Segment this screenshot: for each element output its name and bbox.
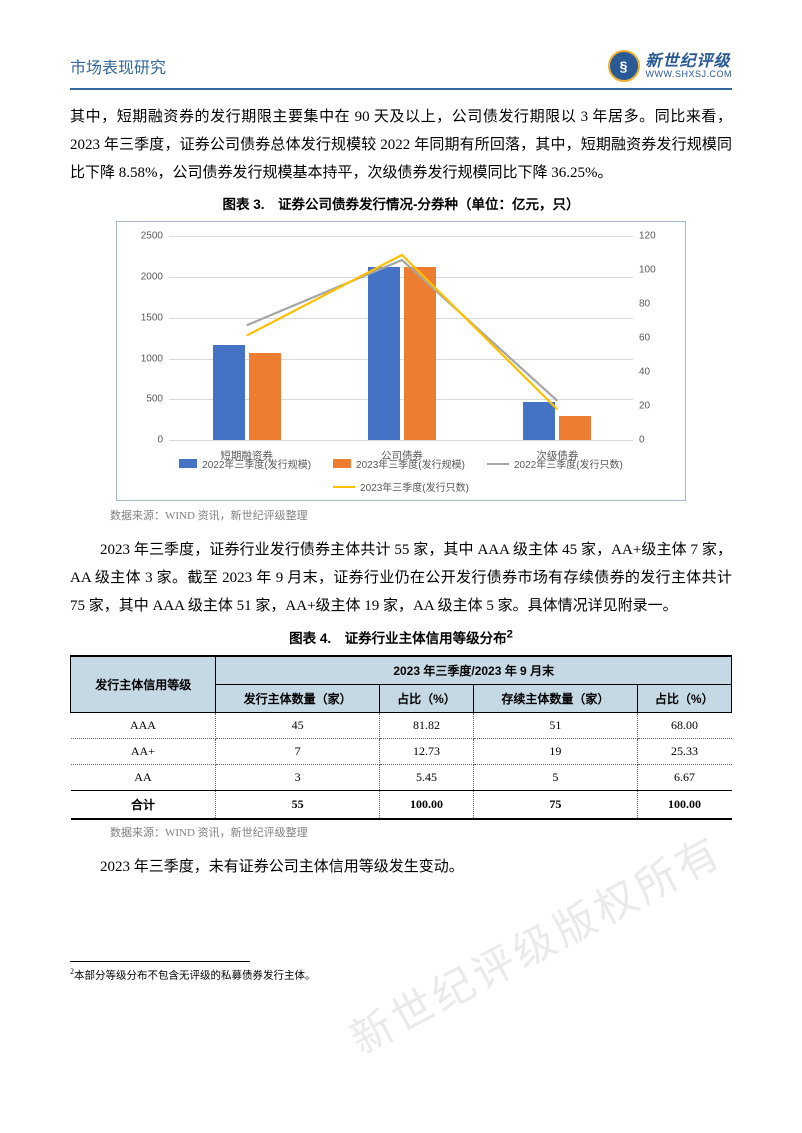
brand-logo: § 新世纪评级 WWW.SHXSJ.COM — [608, 50, 733, 82]
y-left-tick: 1500 — [129, 312, 163, 323]
y-right-tick: 20 — [639, 401, 669, 412]
legend-item: 2022年三季度(发行只数) — [487, 456, 623, 471]
y-right-tick: 0 — [639, 435, 669, 446]
y-left-tick: 2500 — [129, 231, 163, 242]
logo-url: WWW.SHXSJ.COM — [646, 70, 733, 79]
col-header: 存续主体数量（家） — [474, 684, 637, 712]
col-rating: 发行主体信用等级 — [71, 656, 216, 713]
legend-item: 2022年三季度(发行规模) — [179, 456, 311, 471]
chart3: 05001000150020002500020406080100120短期融资券… — [116, 221, 686, 501]
table4-source: 数据来源：WIND 资讯，新世纪评级整理 — [110, 824, 732, 840]
logo-icon: § — [608, 50, 640, 82]
y-right-tick: 40 — [639, 367, 669, 378]
y-right-tick: 120 — [639, 231, 669, 242]
table-row: AAA4581.825168.00 — [71, 712, 732, 738]
table-row: AA35.4556.67 — [71, 764, 732, 790]
y-left-tick: 2000 — [129, 272, 163, 283]
logo-cn: 新世纪评级 — [646, 54, 733, 70]
paragraph-1: 其中，短期融资券的发行期限主要集中在 90 天及以上，公司债发行期限以 3 年居… — [70, 104, 732, 187]
table4: 发行主体信用等级2023 年三季度/2023 年 9 月末发行主体数量（家）占比… — [70, 655, 732, 820]
table4-table: 发行主体信用等级2023 年三季度/2023 年 9 月末发行主体数量（家）占比… — [70, 655, 732, 820]
col-header: 发行主体数量（家） — [216, 684, 379, 712]
y-left-tick: 0 — [129, 435, 163, 446]
table4-title-sup: 2 — [507, 628, 513, 640]
footnote: 2本部分等级分布不包含无评级的私募债券发行主体。 — [70, 966, 732, 984]
paragraph-3: 2023 年三季度，未有证券公司主体信用等级发生变动。 — [70, 854, 732, 882]
y-right-tick: 100 — [639, 265, 669, 276]
footnote-separator — [70, 961, 250, 962]
page-header: 市场表现研究 § 新世纪评级 WWW.SHXSJ.COM — [70, 50, 732, 90]
table-row: AA+712.731925.33 — [71, 738, 732, 764]
chart3-legend: 2022年三季度(发行规模) 2023年三季度(发行规模) 2022年三季度(发行只… — [117, 456, 685, 494]
header-title: 市场表现研究 — [70, 54, 166, 78]
col-group: 2023 年三季度/2023 年 9 月末 — [216, 656, 732, 685]
table4-title: 图表 4. 证券行业主体信用等级分布2 — [70, 627, 732, 647]
chart3-source: 数据来源：WIND 资讯，新世纪评级整理 — [110, 507, 732, 523]
legend-item: 2023年三季度(发行规模) — [333, 456, 465, 471]
y-left-tick: 1000 — [129, 353, 163, 364]
logo-text: 新世纪评级 WWW.SHXSJ.COM — [646, 54, 733, 79]
chart3-plot: 05001000150020002500020406080100120短期融资券… — [169, 236, 633, 440]
chart3-title: 图表 3. 证券公司债券发行情况-分券种（单位：亿元，只） — [70, 193, 732, 213]
paragraph-2: 2023 年三季度，证券行业发行债券主体共计 55 家，其中 AAA 级主体 4… — [70, 537, 732, 620]
col-header: 占比（%） — [379, 684, 473, 712]
y-right-tick: 80 — [639, 299, 669, 310]
table4-title-text: 图表 4. 证券行业主体信用等级分布 — [289, 631, 507, 646]
y-right-tick: 60 — [639, 333, 669, 344]
y-left-tick: 500 — [129, 394, 163, 405]
table-total-row: 合计55100.0075100.00 — [71, 790, 732, 819]
col-header: 占比（%） — [637, 684, 731, 712]
legend-item: 2023年三季度(发行只数) — [333, 479, 469, 494]
footnote-text: 本部分等级分布不包含无评级的私募债券发行主体。 — [74, 971, 316, 982]
